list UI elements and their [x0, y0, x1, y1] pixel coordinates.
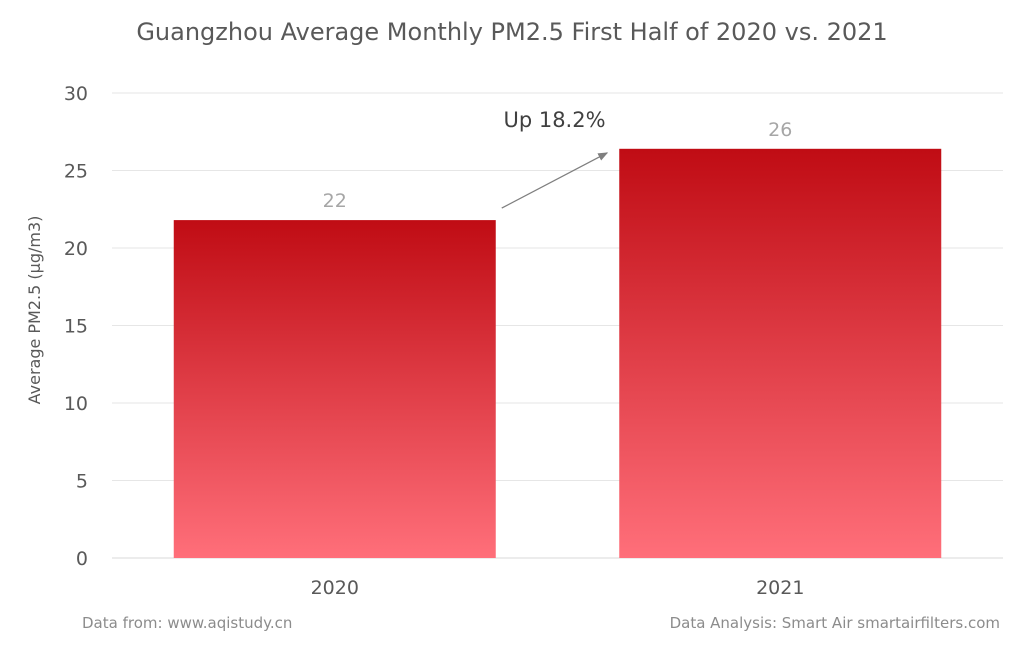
y-axis-title: Average PM2.5 (μg/m3) — [25, 216, 44, 405]
y-tick-label-25: 25 — [64, 161, 88, 183]
data-analysis-credit: Data Analysis: Smart Air smartairfilters… — [670, 614, 1000, 632]
chart-title: Guangzhou Average Monthly PM2.5 First Ha… — [136, 18, 887, 46]
y-tick-label-5: 5 — [76, 471, 88, 493]
increase-annotation: Up 18.2% — [503, 108, 605, 132]
bar-2020 — [173, 220, 496, 558]
y-tick-label-0: 0 — [76, 548, 88, 570]
data-labels: 22 26 — [323, 119, 793, 212]
data-source-note: Data from: www.aqistudy.cn — [82, 614, 292, 632]
y-tick-label-20: 20 — [64, 238, 88, 260]
y-tick-label-10: 10 — [64, 393, 88, 415]
increase-arrow — [501, 152, 609, 209]
data-label-2021: 26 — [768, 119, 792, 141]
y-axis-ticks: 0 5 10 15 20 25 30 — [64, 83, 88, 570]
data-label-2020: 22 — [323, 190, 347, 212]
y-tick-label-15: 15 — [64, 316, 88, 338]
bar-2021 — [619, 148, 942, 559]
bars — [173, 148, 942, 559]
x-tick-label-2021: 2021 — [756, 577, 804, 599]
y-tick-label-30: 30 — [64, 83, 88, 105]
x-tick-label-2020: 2020 — [311, 577, 359, 599]
x-axis-ticks: 2020 2021 — [311, 577, 805, 599]
